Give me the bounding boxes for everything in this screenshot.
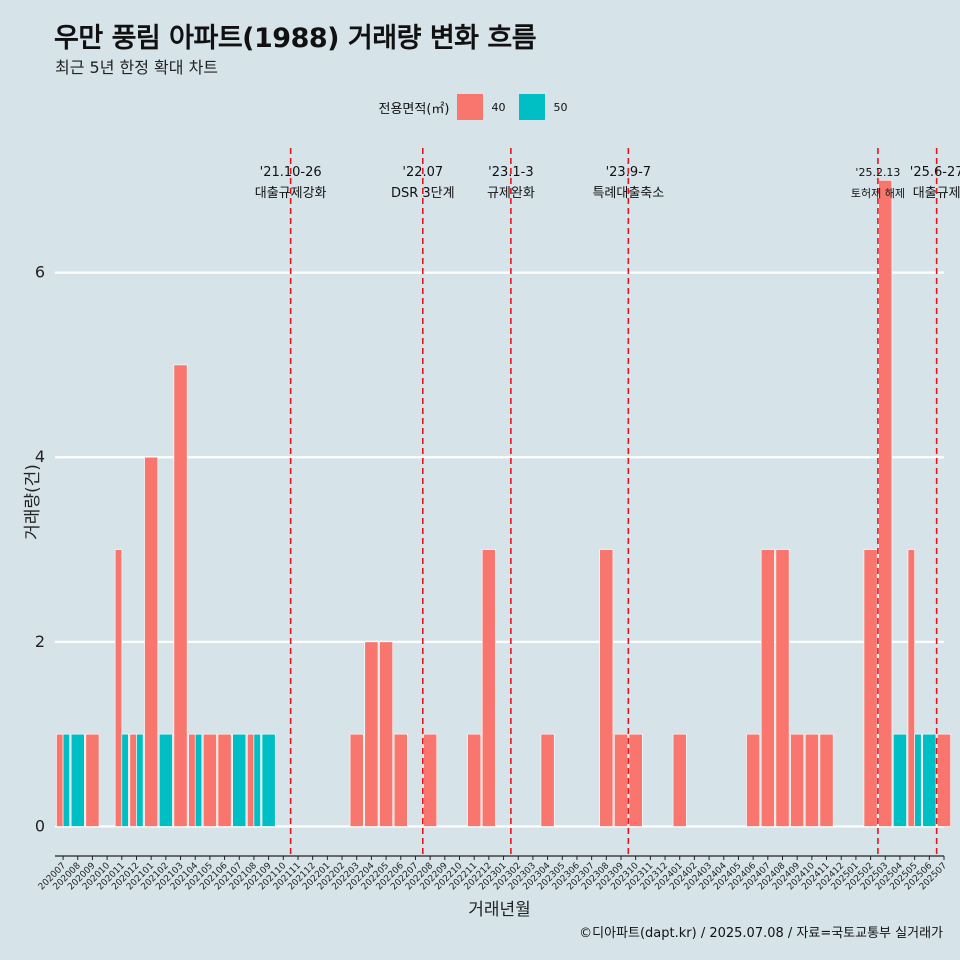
bar-40-202103 — [173, 364, 188, 827]
event-date-5: '25.6-27 — [910, 165, 960, 180]
y-tick-label: 2 — [35, 632, 45, 651]
bar-40-202308 — [599, 549, 614, 827]
event-date-2: '23.1-3 — [488, 165, 533, 180]
event-label-2: 규제완화 — [487, 186, 535, 201]
event-date-4: '25.2.13 — [855, 166, 900, 179]
bar-40-202104 — [188, 733, 196, 827]
bar-50-202108 — [253, 733, 261, 827]
bar-40-202502 — [863, 549, 878, 827]
chart-title: 우만 풍림 아파트(1988) 거래량 변화 흐름 — [54, 23, 537, 54]
bar-40-202503 — [878, 180, 893, 827]
legend-key-50 — [519, 94, 546, 120]
bar-40-202204 — [364, 641, 379, 827]
event-date-3: '23.9-7 — [606, 165, 651, 180]
bar-40-202304 — [540, 733, 555, 827]
event-date-1: '22.07 — [402, 165, 443, 180]
y-tick-label: 4 — [35, 447, 45, 466]
bar-50-202109 — [261, 733, 276, 827]
source-caption: ©디아파트(dapt.kr) / 2025.07.08 / 자료=국토교통부 실… — [579, 926, 943, 941]
event-date-0: '21.10-26 — [260, 165, 322, 180]
bar-40-202411 — [819, 733, 834, 827]
legend: 전용면적(㎡) 40 50 — [0, 94, 960, 120]
bar-40-202009 — [85, 733, 100, 827]
bar-50-202506 — [922, 733, 937, 827]
bar-40-202012 — [129, 733, 137, 827]
bar-40-202208 — [423, 733, 438, 827]
y-tick-label: 6 — [35, 263, 45, 282]
bar-40-202211 — [467, 733, 482, 827]
bar-50-202505 — [914, 733, 922, 827]
bar-40-202507 — [937, 733, 951, 827]
event-label-1: DSR 3단계 — [391, 186, 455, 201]
bar-50-202012 — [136, 733, 144, 827]
bar-40-202408 — [775, 549, 790, 827]
bar-40-202108 — [247, 733, 255, 827]
bar-40-202212 — [481, 549, 496, 827]
bar-50-202104 — [194, 733, 203, 827]
event-label-5: 대출규제 — [913, 186, 960, 201]
bar-40-202409 — [790, 733, 805, 827]
x-axis-title: 거래년월 — [468, 900, 531, 920]
legend-key-40 — [457, 94, 484, 120]
bar-40-202101 — [144, 456, 159, 827]
bar-40-202105 — [202, 733, 217, 827]
bar-50-202504 — [893, 733, 907, 827]
legend-label-40: 40 — [491, 100, 506, 114]
event-label-0: 대출규제강화 — [255, 186, 327, 201]
bar-40-202205 — [379, 641, 393, 827]
bar-50-202102 — [158, 733, 173, 827]
legend-title: 전용면적(㎡) — [378, 101, 450, 117]
bar-40-202401 — [672, 733, 687, 827]
bar-40-202310 — [628, 733, 643, 827]
event-label-3: 특례대출축소 — [592, 186, 664, 201]
bar-40-202309 — [614, 733, 628, 827]
bar-50-202011 — [121, 733, 129, 827]
bar-40-202407 — [760, 549, 775, 827]
bar-50-202008 — [70, 733, 85, 827]
bar-40-202206 — [393, 733, 408, 827]
bar-40-202410 — [804, 733, 819, 827]
bar-50-202107 — [232, 733, 247, 827]
y-axis-title: 거래량(건) — [23, 464, 43, 540]
bar-40-202203 — [349, 733, 364, 827]
bar-40-202505 — [907, 549, 915, 827]
bar-40-202007 — [56, 733, 64, 827]
event-label-4: 토허제 해제 — [851, 186, 905, 200]
bar-40-202406 — [746, 733, 761, 827]
bar-40-202011 — [114, 549, 123, 827]
bar-40-202106 — [217, 733, 232, 827]
legend-label-50: 50 — [553, 100, 568, 114]
bar-50-202007 — [62, 733, 70, 827]
y-tick-label: 0 — [35, 816, 45, 835]
chart-subtitle: 최근 5년 한정 확대 차트 — [55, 58, 219, 77]
